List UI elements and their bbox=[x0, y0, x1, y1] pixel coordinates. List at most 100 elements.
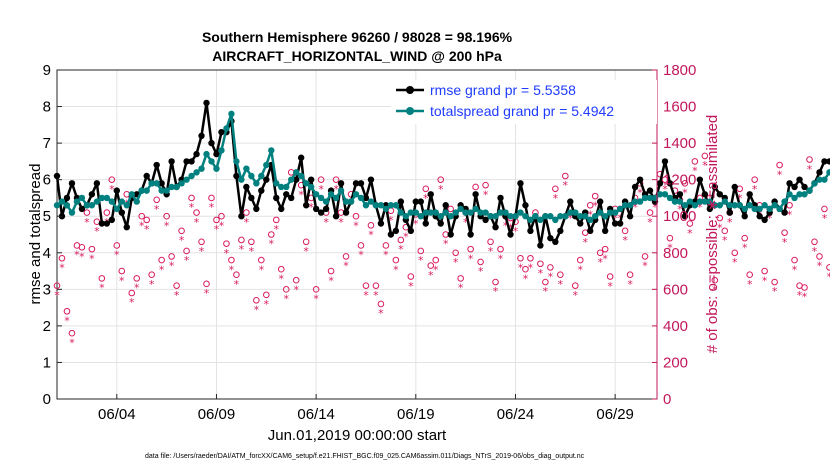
series-point-1 bbox=[517, 209, 524, 216]
obs-assimilated-point: * bbox=[582, 236, 588, 249]
series-point-1 bbox=[736, 202, 743, 209]
series-point-0 bbox=[253, 205, 260, 213]
y2-tick-label: 1200 bbox=[663, 172, 696, 189]
series-point-0 bbox=[626, 213, 634, 220]
series-point-1 bbox=[686, 198, 694, 205]
obs-possible-point bbox=[716, 214, 724, 222]
series-point-1 bbox=[766, 205, 773, 213]
obs-possible-point bbox=[332, 176, 340, 183]
obs-possible-point bbox=[397, 236, 405, 244]
series-point-1 bbox=[412, 209, 420, 216]
series-point-1 bbox=[821, 176, 828, 183]
obs-assimilated-point: * bbox=[647, 216, 653, 229]
obs-possible-point bbox=[821, 205, 828, 213]
obs-assimilated-point: * bbox=[323, 216, 329, 229]
series-point-1 bbox=[706, 198, 714, 205]
y2-tick-label: 1400 bbox=[663, 135, 696, 152]
obs-assimilated-point: * bbox=[408, 280, 414, 293]
obs-possible-point bbox=[218, 212, 225, 220]
obs-assimilated-point: * bbox=[79, 251, 85, 264]
obs-assimilated-point: * bbox=[134, 282, 140, 295]
obs-assimilated-point: * bbox=[413, 218, 419, 231]
series-point-1 bbox=[542, 213, 549, 220]
obs-possible-point bbox=[601, 245, 609, 253]
series-point-1 bbox=[552, 216, 559, 224]
legend-entry-rmse: rmse grand pr = 5.5358 bbox=[430, 82, 576, 98]
x-tick-label: 06/24 bbox=[497, 406, 535, 423]
obs-possible-point bbox=[791, 256, 798, 264]
series-point-0 bbox=[442, 202, 449, 209]
obs-assimilated-point: * bbox=[538, 267, 544, 280]
y2-tick-label: 200 bbox=[663, 354, 688, 371]
series-point-0 bbox=[322, 205, 330, 213]
obs-assimilated-point: * bbox=[568, 212, 574, 225]
series-point-0 bbox=[761, 216, 768, 224]
obs-possible-point bbox=[422, 185, 430, 193]
series-point-0 bbox=[332, 213, 340, 220]
obs-assimilated-point: * bbox=[667, 241, 673, 254]
series-point-1 bbox=[238, 176, 245, 183]
obs-possible-point bbox=[576, 256, 584, 264]
series-point-1 bbox=[248, 172, 255, 180]
obs-assimilated-point: * bbox=[139, 219, 145, 232]
series-point-0 bbox=[681, 213, 689, 220]
obs-assimilated-point: * bbox=[438, 183, 444, 196]
obs-assimilated-point: * bbox=[563, 179, 569, 192]
obs-possible-point bbox=[701, 152, 709, 160]
obs-possible-point bbox=[188, 194, 195, 202]
obs-possible-point bbox=[367, 222, 375, 229]
obs-assimilated-point: * bbox=[637, 187, 643, 200]
series-point-0 bbox=[726, 209, 733, 216]
chart-subtitle: AIRCRAFT_HORIZONTAL_WIND @ 200 hPa bbox=[212, 48, 502, 64]
series-point-1 bbox=[243, 165, 250, 172]
obs-assimilated-point: * bbox=[209, 201, 215, 214]
series-point-1 bbox=[512, 213, 519, 220]
series-point-0 bbox=[387, 231, 395, 238]
obs-assimilated-point: * bbox=[229, 263, 235, 276]
series-point-1 bbox=[547, 213, 554, 220]
series-point-1 bbox=[447, 213, 454, 220]
obs-assimilated-point: * bbox=[363, 289, 369, 302]
obs-possible-point bbox=[771, 278, 778, 286]
y2-tick-label: 400 bbox=[663, 318, 688, 335]
obs-possible-point bbox=[317, 176, 325, 183]
series-point-1 bbox=[562, 213, 569, 220]
series-point-1 bbox=[233, 158, 240, 165]
obs-assimilated-point: * bbox=[219, 219, 225, 232]
series-point-1 bbox=[557, 213, 564, 220]
obs-possible-point bbox=[691, 158, 699, 165]
series-point-0 bbox=[631, 183, 639, 191]
obs-assimilated-point: * bbox=[199, 245, 205, 258]
series-point-0 bbox=[397, 198, 405, 205]
obs-assimilated-point: * bbox=[169, 260, 175, 273]
series-point-0 bbox=[656, 180, 664, 187]
obs-possible-point bbox=[417, 247, 425, 255]
series-point-1 bbox=[811, 180, 818, 187]
series-point-0 bbox=[302, 202, 310, 209]
series-point-0 bbox=[158, 180, 165, 187]
series-point-1 bbox=[193, 169, 200, 176]
obs-assimilated-point: * bbox=[338, 216, 344, 229]
y-tick-label: 7 bbox=[43, 135, 51, 152]
series-point-1 bbox=[327, 191, 335, 198]
obs-possible-point bbox=[133, 275, 141, 282]
obs-assimilated-point: * bbox=[602, 252, 608, 265]
series-point-1 bbox=[103, 194, 111, 202]
series-point-1 bbox=[432, 209, 439, 216]
series-point-0 bbox=[317, 209, 325, 216]
series-point-1 bbox=[631, 198, 639, 205]
series-point-0 bbox=[258, 187, 265, 194]
series-point-1 bbox=[347, 198, 355, 205]
series-point-0 bbox=[248, 194, 255, 202]
y2-axis-label: # of obs: o=possible; ∗=assimilated bbox=[704, 115, 721, 354]
series-point-1 bbox=[148, 180, 155, 187]
obs-assimilated-point: * bbox=[722, 234, 728, 247]
obs-possible-point bbox=[562, 172, 569, 180]
series-point-1 bbox=[293, 169, 300, 176]
series-point-0 bbox=[522, 202, 529, 209]
obs-assimilated-point: * bbox=[393, 263, 399, 276]
x-tick-label: 06/19 bbox=[397, 406, 435, 423]
obs-possible-point bbox=[761, 267, 768, 275]
obs-possible-point bbox=[801, 284, 808, 291]
series-point-0 bbox=[233, 172, 240, 180]
